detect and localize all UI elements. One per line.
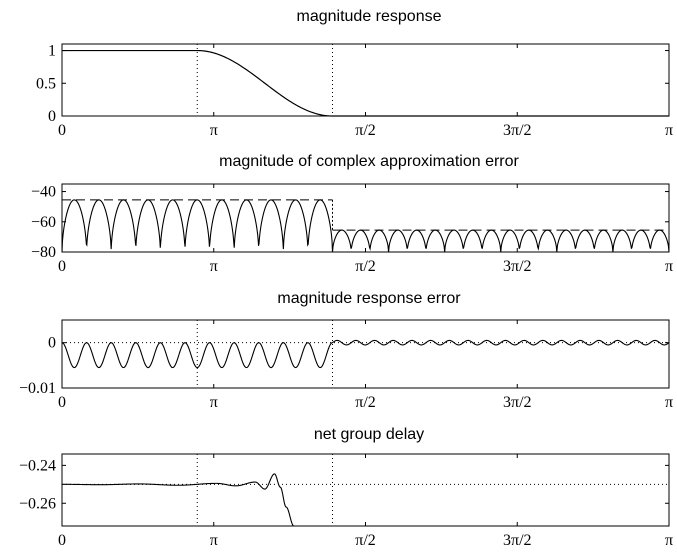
panel-2-axes bbox=[61, 183, 670, 253]
panel-1-ticks: 0 π π/2 3π/2 π 0 0.5 1 bbox=[36, 43, 673, 139]
panel-1-xtick-label: 0 bbox=[58, 122, 66, 139]
panel-1-annotations bbox=[196, 44, 333, 116]
panel-1-axes bbox=[61, 43, 670, 117]
panel-response-error: magnitude response error 0 π π/2 3π/2 π0−0.0… bbox=[19, 290, 673, 411]
panel-3-xtick-label: π bbox=[210, 394, 218, 411]
panel-4-ytick-label: −0.26 bbox=[19, 495, 56, 512]
panel-4-xtick-label: 0 bbox=[58, 532, 66, 549]
panel-4-xtick-label: 3π/2 bbox=[503, 532, 532, 549]
panel-3-xtick-label: 0 bbox=[58, 394, 66, 411]
panel-2-ticks: 0 π π/2 3π/2 π −40 −60 −80 bbox=[31, 184, 673, 275]
panel-2-xtick-label: π/2 bbox=[355, 258, 376, 275]
panel-3-ytick-label: −0.01 bbox=[19, 380, 56, 397]
panel-1-curve bbox=[62, 49, 669, 117]
panel-1-xtick-label: 3π/2 bbox=[503, 122, 532, 139]
panel-2-xtick-label: 0 bbox=[58, 258, 66, 275]
panel-group-delay: net group delay 0 π π/2 3π/2 π −0.24 −0.26 bbox=[19, 426, 673, 549]
panel-3-ticks: 0 π π/2 3π/2 π0−0.01 bbox=[19, 320, 673, 411]
panel-4-curve bbox=[62, 473, 295, 527]
panel-2-curve bbox=[61, 199, 670, 253]
panel-3-xtick-label: 3π/2 bbox=[503, 394, 532, 411]
panel-4-xtick-label: π bbox=[210, 532, 218, 549]
panel-4-annotations bbox=[62, 454, 669, 526]
panel-4-title: net group delay bbox=[314, 426, 424, 443]
panel-4-axes bbox=[61, 453, 670, 527]
panel-4-xtick-label: π bbox=[665, 532, 673, 549]
panel-2-ytick-label: −60 bbox=[31, 214, 56, 231]
panel-4-ticks: 0 π π/2 3π/2 π −0.24 −0.26 bbox=[19, 454, 673, 549]
panel-3-annotations bbox=[62, 320, 669, 388]
panel-1-xtick-label: π/2 bbox=[355, 122, 376, 139]
panel-2-title: magnitude of complex approximation error bbox=[219, 153, 519, 170]
panel-3-xtick-label: π/2 bbox=[355, 394, 376, 411]
panel-3-ytick-label: 0 bbox=[48, 335, 56, 352]
panel-2-xtick-label: π bbox=[665, 258, 673, 275]
panel-1-ytick-label: 0.5 bbox=[36, 75, 56, 92]
panel-1-ytick-label: 0 bbox=[48, 108, 56, 125]
panel-2-xtick-label: 3π/2 bbox=[503, 258, 532, 275]
panel-1-title: magnitude response bbox=[297, 8, 442, 25]
panel-3-xtick-label: π bbox=[665, 394, 673, 411]
panel-2-annotations bbox=[62, 199, 669, 231]
panel-4-ytick-label: −0.24 bbox=[19, 457, 56, 474]
panel-3-axes bbox=[61, 319, 670, 389]
panel-3-curve bbox=[61, 339, 670, 369]
panel-2-ytick-label: −80 bbox=[31, 244, 56, 261]
panel-4-xtick-label: π/2 bbox=[355, 532, 376, 549]
panel-2-ytick-label: −40 bbox=[31, 184, 56, 201]
panel-3-title: magnitude response error bbox=[277, 290, 461, 307]
panel-1-xtick-label: π bbox=[665, 122, 673, 139]
panel-1-ytick-label: 1 bbox=[48, 43, 56, 60]
panel-2-xtick-label: π bbox=[210, 258, 218, 275]
panel-magnitude-response: magnitude response 0 π π/2 3π/2 π 0 0.5 1 bbox=[36, 8, 673, 139]
panel-complex-error: magnitude of complex approximation error… bbox=[31, 153, 673, 275]
panel-1-xtick-label: π bbox=[210, 122, 218, 139]
